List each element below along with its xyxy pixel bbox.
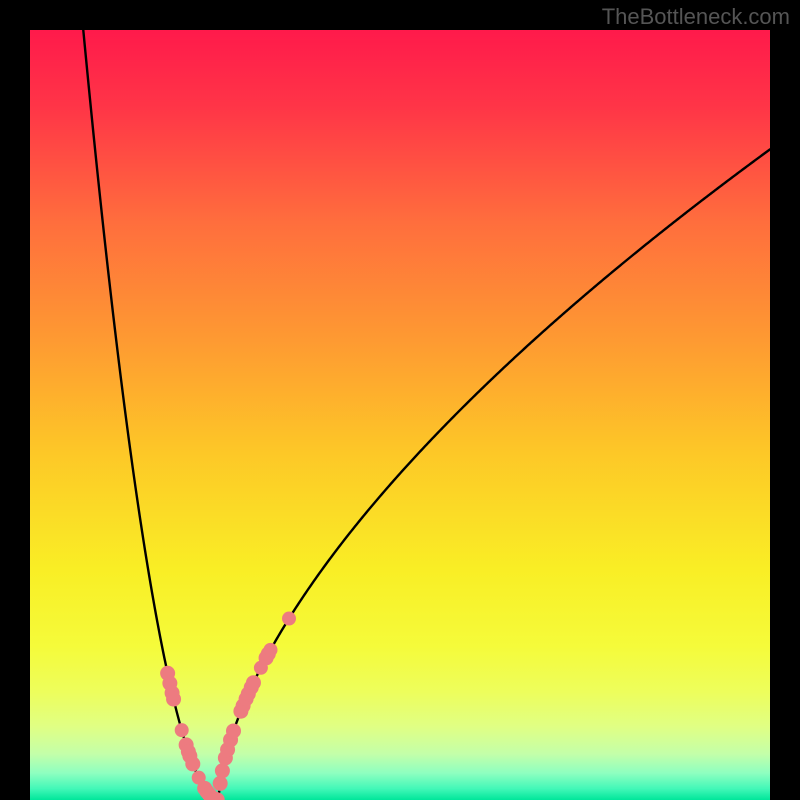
data-point (175, 723, 189, 737)
data-point (282, 612, 296, 626)
watermark-text: TheBottleneck.com (602, 4, 790, 30)
data-point (215, 763, 230, 778)
data-point (213, 776, 228, 791)
chart-svg (0, 0, 800, 800)
data-point (264, 643, 278, 657)
data-point (246, 675, 261, 690)
figure-root: { "canvas": { "width": 800, "height": 80… (0, 0, 800, 800)
data-point (166, 692, 181, 707)
data-point (185, 756, 200, 771)
data-point (226, 723, 241, 738)
bottleneck-curve (83, 30, 770, 800)
